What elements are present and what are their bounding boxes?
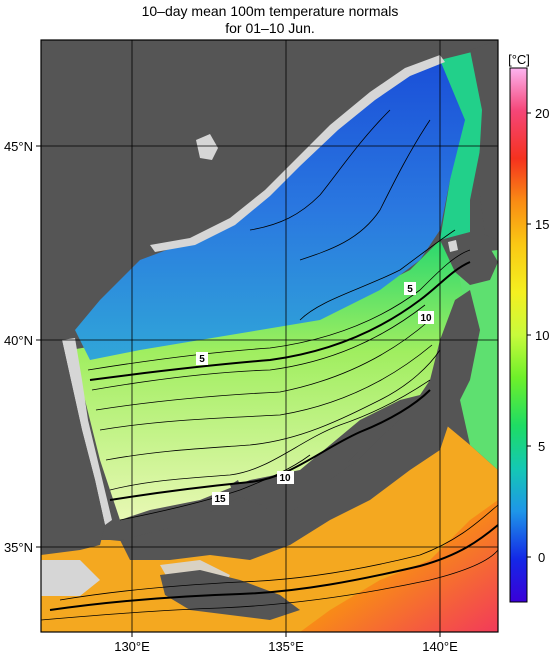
contour-label-15: 15 bbox=[214, 494, 226, 505]
contour-lines-major bbox=[49, 261, 498, 611]
lon-tick-140: 140°E bbox=[422, 639, 458, 654]
sakhalin-land bbox=[470, 40, 498, 240]
lon-tick-135: 135°E bbox=[268, 639, 304, 654]
lon-tick-130: 130°E bbox=[114, 639, 150, 654]
tatar-strait-waters bbox=[440, 50, 490, 250]
graticule bbox=[41, 40, 498, 632]
pacific-warm-waters bbox=[300, 500, 498, 632]
nodata-korea-coast bbox=[62, 338, 112, 525]
coastal-island-nodata bbox=[448, 240, 458, 252]
japan-honshu-land bbox=[120, 290, 480, 560]
lat-tick-40: 40°N bbox=[4, 333, 33, 348]
contour-label-group: 5 10 5 10 15 bbox=[196, 282, 434, 505]
contour-label-5-north: 5 bbox=[407, 284, 413, 295]
colorbar-tick-15: 15 bbox=[535, 217, 549, 232]
korea-peninsula-land bbox=[41, 340, 105, 555]
lake-khanka bbox=[196, 134, 218, 160]
sea-of-japan-south bbox=[70, 240, 480, 520]
map-content: 5 10 5 10 15 bbox=[41, 40, 498, 632]
lat-tick-45: 45°N bbox=[4, 139, 33, 154]
colorbar-tick-5: 5 bbox=[538, 439, 545, 454]
colorbar-tick-10: 10 bbox=[535, 328, 549, 343]
colorbar-tick-20: 20 bbox=[535, 106, 549, 121]
nodata-ecs bbox=[41, 560, 100, 596]
colorbar: [°C] 20 15 10 5 0 bbox=[508, 52, 549, 603]
sea-of-japan-north bbox=[75, 60, 470, 360]
sado-island bbox=[340, 440, 358, 462]
contour-label-10-north: 10 bbox=[420, 313, 432, 324]
map-frame bbox=[40, 39, 499, 633]
colorbar-unit: [°C] bbox=[508, 52, 530, 67]
contour-label-10-south: 10 bbox=[279, 473, 291, 484]
lat-tick-35: 35°N bbox=[4, 540, 33, 555]
colorbar-ramp bbox=[509, 67, 528, 603]
tick-marks bbox=[36, 145, 441, 637]
chart-title-line2: for 01–10 Jun. bbox=[225, 20, 315, 36]
chart-title-line1: 10–day mean 100m temperature normals bbox=[141, 3, 399, 19]
colorbar-tick-0: 0 bbox=[538, 550, 545, 565]
contour-label-5-west: 5 bbox=[199, 354, 205, 365]
